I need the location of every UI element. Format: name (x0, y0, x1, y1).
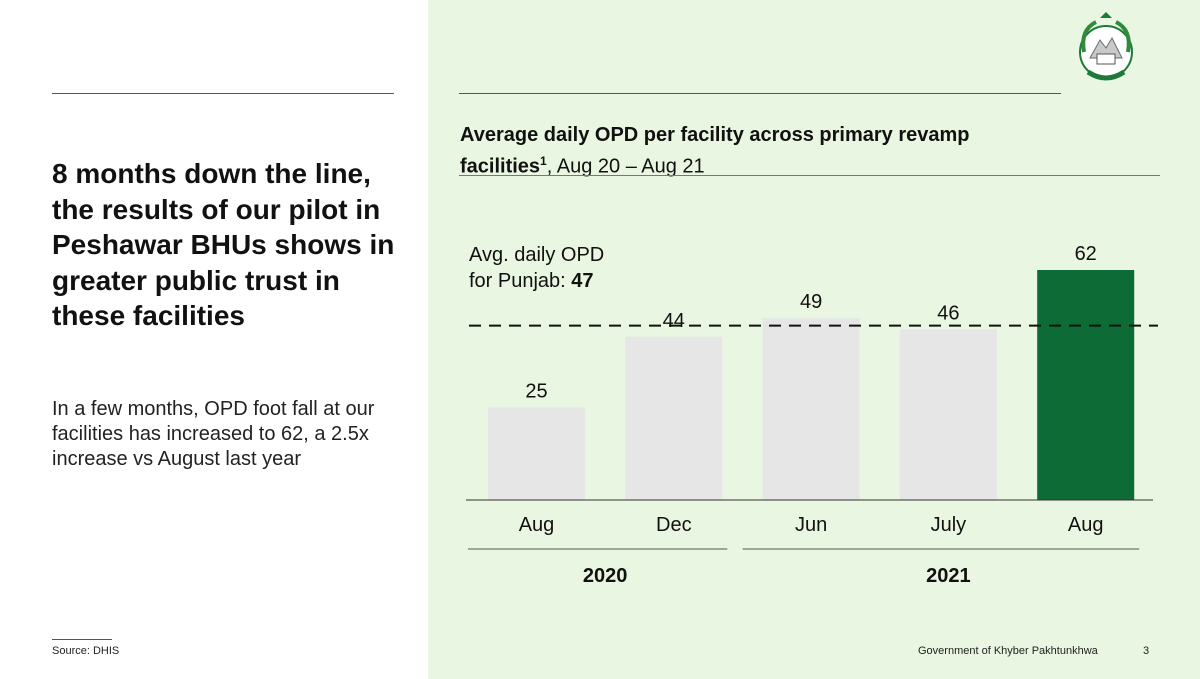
category-label-2: Jun (795, 514, 827, 536)
slide-body-text: In a few months, OPD foot fall at our fa… (52, 398, 375, 470)
category-label-4: Aug (1068, 514, 1104, 536)
bar-jun-2 (762, 318, 860, 500)
chart-title-footnote: 1 (540, 154, 547, 168)
category-label-1: Dec (656, 514, 692, 536)
category-label-3: July (931, 514, 967, 536)
data-label-2: 49 (800, 291, 822, 313)
chart-title-divider (459, 175, 1160, 176)
page-number: 3 (1143, 645, 1150, 657)
data-label-4: 62 (1075, 243, 1097, 265)
reference-line-value: 47 (571, 270, 594, 292)
reference-line-text: Avg. daily OPD for Punjab: (469, 244, 605, 292)
slide-headline: 8 months down the line, the results of o… (52, 158, 395, 331)
chart-title-bold: Average daily OPD per facility across pr… (460, 124, 970, 178)
source-divider (52, 639, 112, 640)
year-label-2020: 2020 (582, 565, 628, 587)
chart-title-period: , Aug 20 – Aug 21 (546, 155, 705, 178)
data-label-1: 44 (663, 310, 685, 332)
chart-title: Average daily OPD per facility across pr… (460, 122, 1020, 180)
reference-line-label: Avg. daily OPD for Punjab: 47 (469, 242, 629, 294)
footer-organization: Government of Khyber Pakhtunkhwa (918, 645, 1098, 657)
source-note: Source: DHIS (52, 645, 120, 657)
data-label-3: 46 (937, 302, 959, 324)
government-emblem-icon (1079, 12, 1133, 81)
bar-chart: 25 Aug 44 Dec 49 Jun 46 July 62 Aug (466, 243, 1158, 550)
category-label-0: Aug (519, 514, 555, 536)
bar-aug-4 (1037, 270, 1135, 500)
top-divider (52, 93, 394, 94)
bar-july-3 (899, 329, 997, 500)
data-label-0: 25 (525, 380, 547, 402)
chart-top-divider (459, 93, 1061, 94)
bar-aug-0 (488, 407, 585, 500)
year-label-2021: 2021 (926, 565, 971, 587)
bar-dec-1 (625, 336, 723, 500)
left-panel (0, 0, 428, 679)
